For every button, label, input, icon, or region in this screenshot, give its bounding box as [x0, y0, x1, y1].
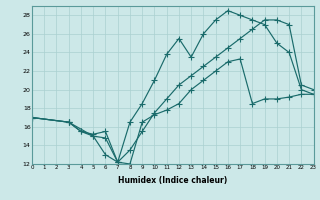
X-axis label: Humidex (Indice chaleur): Humidex (Indice chaleur): [118, 176, 228, 185]
